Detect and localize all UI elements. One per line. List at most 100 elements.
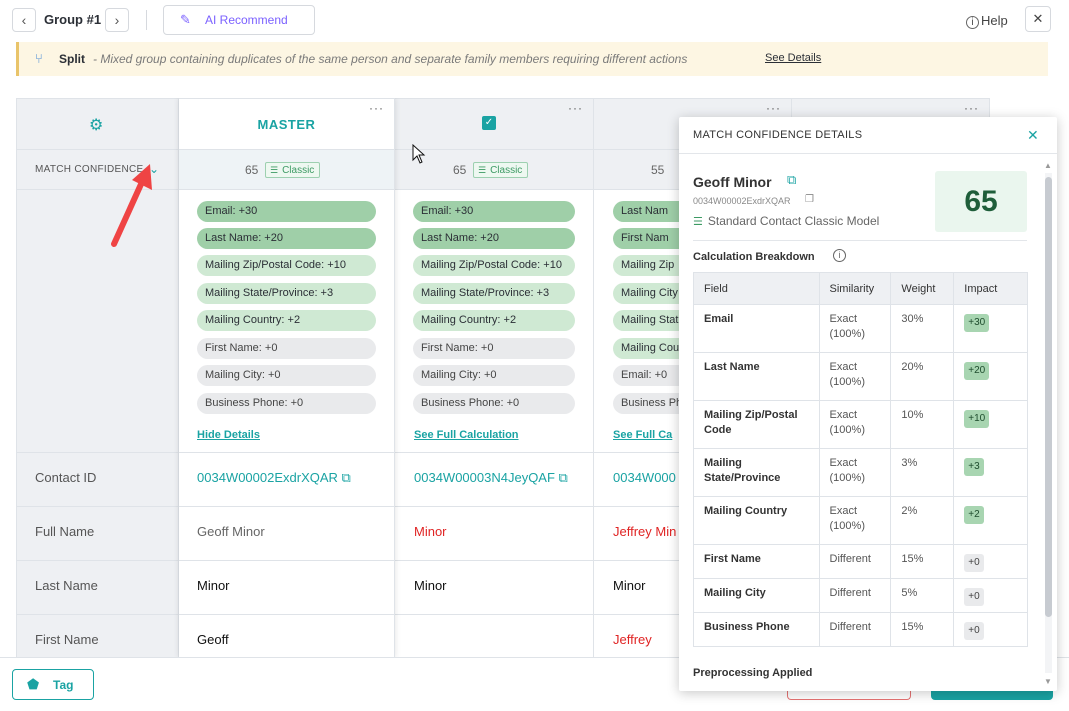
row-divider (179, 614, 394, 615)
chevron-right-icon: › (114, 12, 120, 28)
top-bar: ‹ Group #1 › ✎ AI Recommend i Help ✕ (0, 0, 1069, 42)
sliders-icon: ☰ (693, 216, 703, 228)
full-name-value: Minor (414, 524, 447, 539)
info-icon[interactable]: i (833, 249, 846, 262)
row-divider (17, 560, 178, 561)
scroll-down-icon[interactable]: ▼ (1044, 677, 1052, 686)
column-header-impact: Impact (953, 272, 1028, 305)
see-full-calculation-link[interactable]: See Full Calculation (414, 429, 519, 441)
see-full-calculation-link[interactable]: See Full Ca (613, 429, 673, 441)
similarity-cell: Different (818, 578, 892, 613)
row-divider (395, 560, 593, 561)
see-details-link[interactable]: See Details (765, 52, 822, 64)
last-name-value: Minor (414, 578, 447, 593)
row-divider (395, 506, 593, 507)
tag-icon: ⬟ (27, 676, 40, 692)
next-group-button[interactable]: › (105, 8, 129, 32)
row-divider (17, 506, 178, 507)
score-pill: Business Phone: +0 (197, 393, 376, 414)
model-badge-label: Classic (282, 165, 315, 176)
row-label-full-name: Full Name (35, 524, 95, 539)
field-cell: Business Phone (693, 612, 820, 647)
model-badge: ☰ Classic (473, 162, 529, 178)
match-confidence-label: MATCH CONFIDENCE (35, 164, 144, 175)
field-cell: Mailing City (693, 578, 820, 613)
contact-id-link[interactable]: 0034W000 (613, 470, 676, 485)
score-pill: First Name: +0 (197, 338, 376, 359)
more-options-icon[interactable]: ··· (964, 101, 979, 115)
model-name-label: Standard Contact Classic Model (707, 214, 880, 228)
more-options-icon[interactable]: ··· (766, 101, 781, 115)
similarity-cell: Different (818, 612, 892, 647)
field-cell: Mailing Country (693, 496, 820, 545)
model-name: ☰ Standard Contact Classic Model (693, 214, 879, 228)
field-cell: Email (693, 304, 820, 353)
similarity-cell: Different (818, 544, 892, 579)
impact-cell: +0 (953, 544, 1028, 579)
model-badge: ☰ Classic (265, 162, 321, 178)
hide-details-link[interactable]: Hide Details (197, 429, 260, 441)
close-button[interactable]: ✕ (1025, 6, 1051, 32)
impact-cell: +3 (953, 448, 1028, 497)
contact-id-value: 0034W00003N4JeyQAF (414, 470, 555, 485)
table-row: Business Phone Different 15% +0 (693, 612, 1028, 647)
weight-cell: 30% (890, 304, 955, 353)
match-score-cell: 65 ☰ Classic (395, 150, 593, 190)
external-link-icon[interactable]: ⧉ (787, 172, 797, 187)
impact-cell: +0 (953, 578, 1028, 613)
calculation-breakdown-title: Calculation Breakdown (693, 251, 815, 263)
full-name-value: Jeffrey Min (613, 524, 677, 539)
weight-cell: 10% (890, 400, 955, 449)
panel-divider (693, 240, 1027, 241)
tag-label: Tag (53, 678, 74, 692)
score-pill: Email: +30 (197, 201, 376, 222)
impact-badge: +30 (964, 314, 990, 332)
column-header-weight: Weight (890, 272, 955, 305)
chevron-left-icon: ‹ (21, 12, 27, 28)
contact-id-link[interactable]: 0034W00003N4JeyQAF ⧉ (414, 470, 568, 486)
score-pill: First Name: +0 (413, 338, 575, 359)
table-row: Mailing Zip/Postal Code Exact (100%) 10%… (693, 400, 1028, 449)
select-checkbox[interactable]: ✓ (482, 116, 496, 130)
tag-button[interactable]: ⬟ Tag (12, 669, 94, 700)
info-icon: i (966, 16, 979, 29)
more-options-icon[interactable]: ··· (568, 101, 583, 115)
help-button[interactable]: i Help (966, 13, 1008, 29)
record-column: ··· ✓ 65 ☰ Classic Email: +30 Last Name: … (395, 98, 594, 658)
full-name-value: Geoff Minor (197, 524, 265, 539)
score-pill: Mailing State/Province: +3 (197, 283, 376, 304)
calculation-breakdown-table: Field Similarity Weight Impact Email Exa… (693, 272, 1028, 647)
copy-icon[interactable]: ❐ (805, 194, 814, 205)
table-row: Last Name Exact (100%) 20% +20 (693, 352, 1028, 401)
contact-id-link[interactable]: 0034W00002ExdrXQAR ⧉ (197, 470, 351, 486)
chevron-down-icon[interactable]: ⌄ (149, 162, 160, 176)
score-pill: Mailing City: +0 (413, 365, 575, 386)
mouse-cursor-icon (412, 144, 426, 164)
column-header: ··· ✓ (395, 98, 593, 150)
gear-icon[interactable]: ⚙ (89, 117, 104, 134)
prev-group-button[interactable]: ‹ (12, 8, 36, 32)
similarity-cell: Exact (100%) (818, 448, 892, 497)
primary-action-button[interactable] (931, 688, 1053, 700)
row-divider (17, 452, 178, 453)
field-cell: Mailing Zip/Postal Code (693, 400, 820, 449)
weight-cell: 15% (890, 544, 955, 579)
weight-cell: 15% (890, 612, 955, 647)
impact-cell: +0 (953, 612, 1028, 647)
contact-name: Geoff Minor (693, 174, 772, 190)
annotation-arrow-icon (111, 164, 152, 247)
secondary-action-button[interactable] (787, 688, 911, 700)
ai-recommend-button[interactable]: ✎ AI Recommend (163, 5, 315, 35)
master-label: MASTER (257, 117, 316, 132)
more-options-icon[interactable]: ··· (369, 101, 384, 115)
field-cell: First Name (693, 544, 820, 579)
scrollbar-thumb[interactable] (1045, 177, 1052, 617)
group-title: Group #1 (44, 12, 102, 27)
panel-scrollbar[interactable]: ▲ ▼ (1044, 161, 1052, 689)
scroll-up-icon[interactable]: ▲ (1044, 161, 1052, 170)
impact-cell: +10 (953, 400, 1028, 449)
similarity-cell: Exact (100%) (818, 496, 892, 545)
close-icon[interactable]: ✕ (1027, 127, 1039, 143)
banner-title: Split (59, 52, 85, 66)
banner-description: - Mixed group containing duplicates of t… (93, 52, 688, 66)
